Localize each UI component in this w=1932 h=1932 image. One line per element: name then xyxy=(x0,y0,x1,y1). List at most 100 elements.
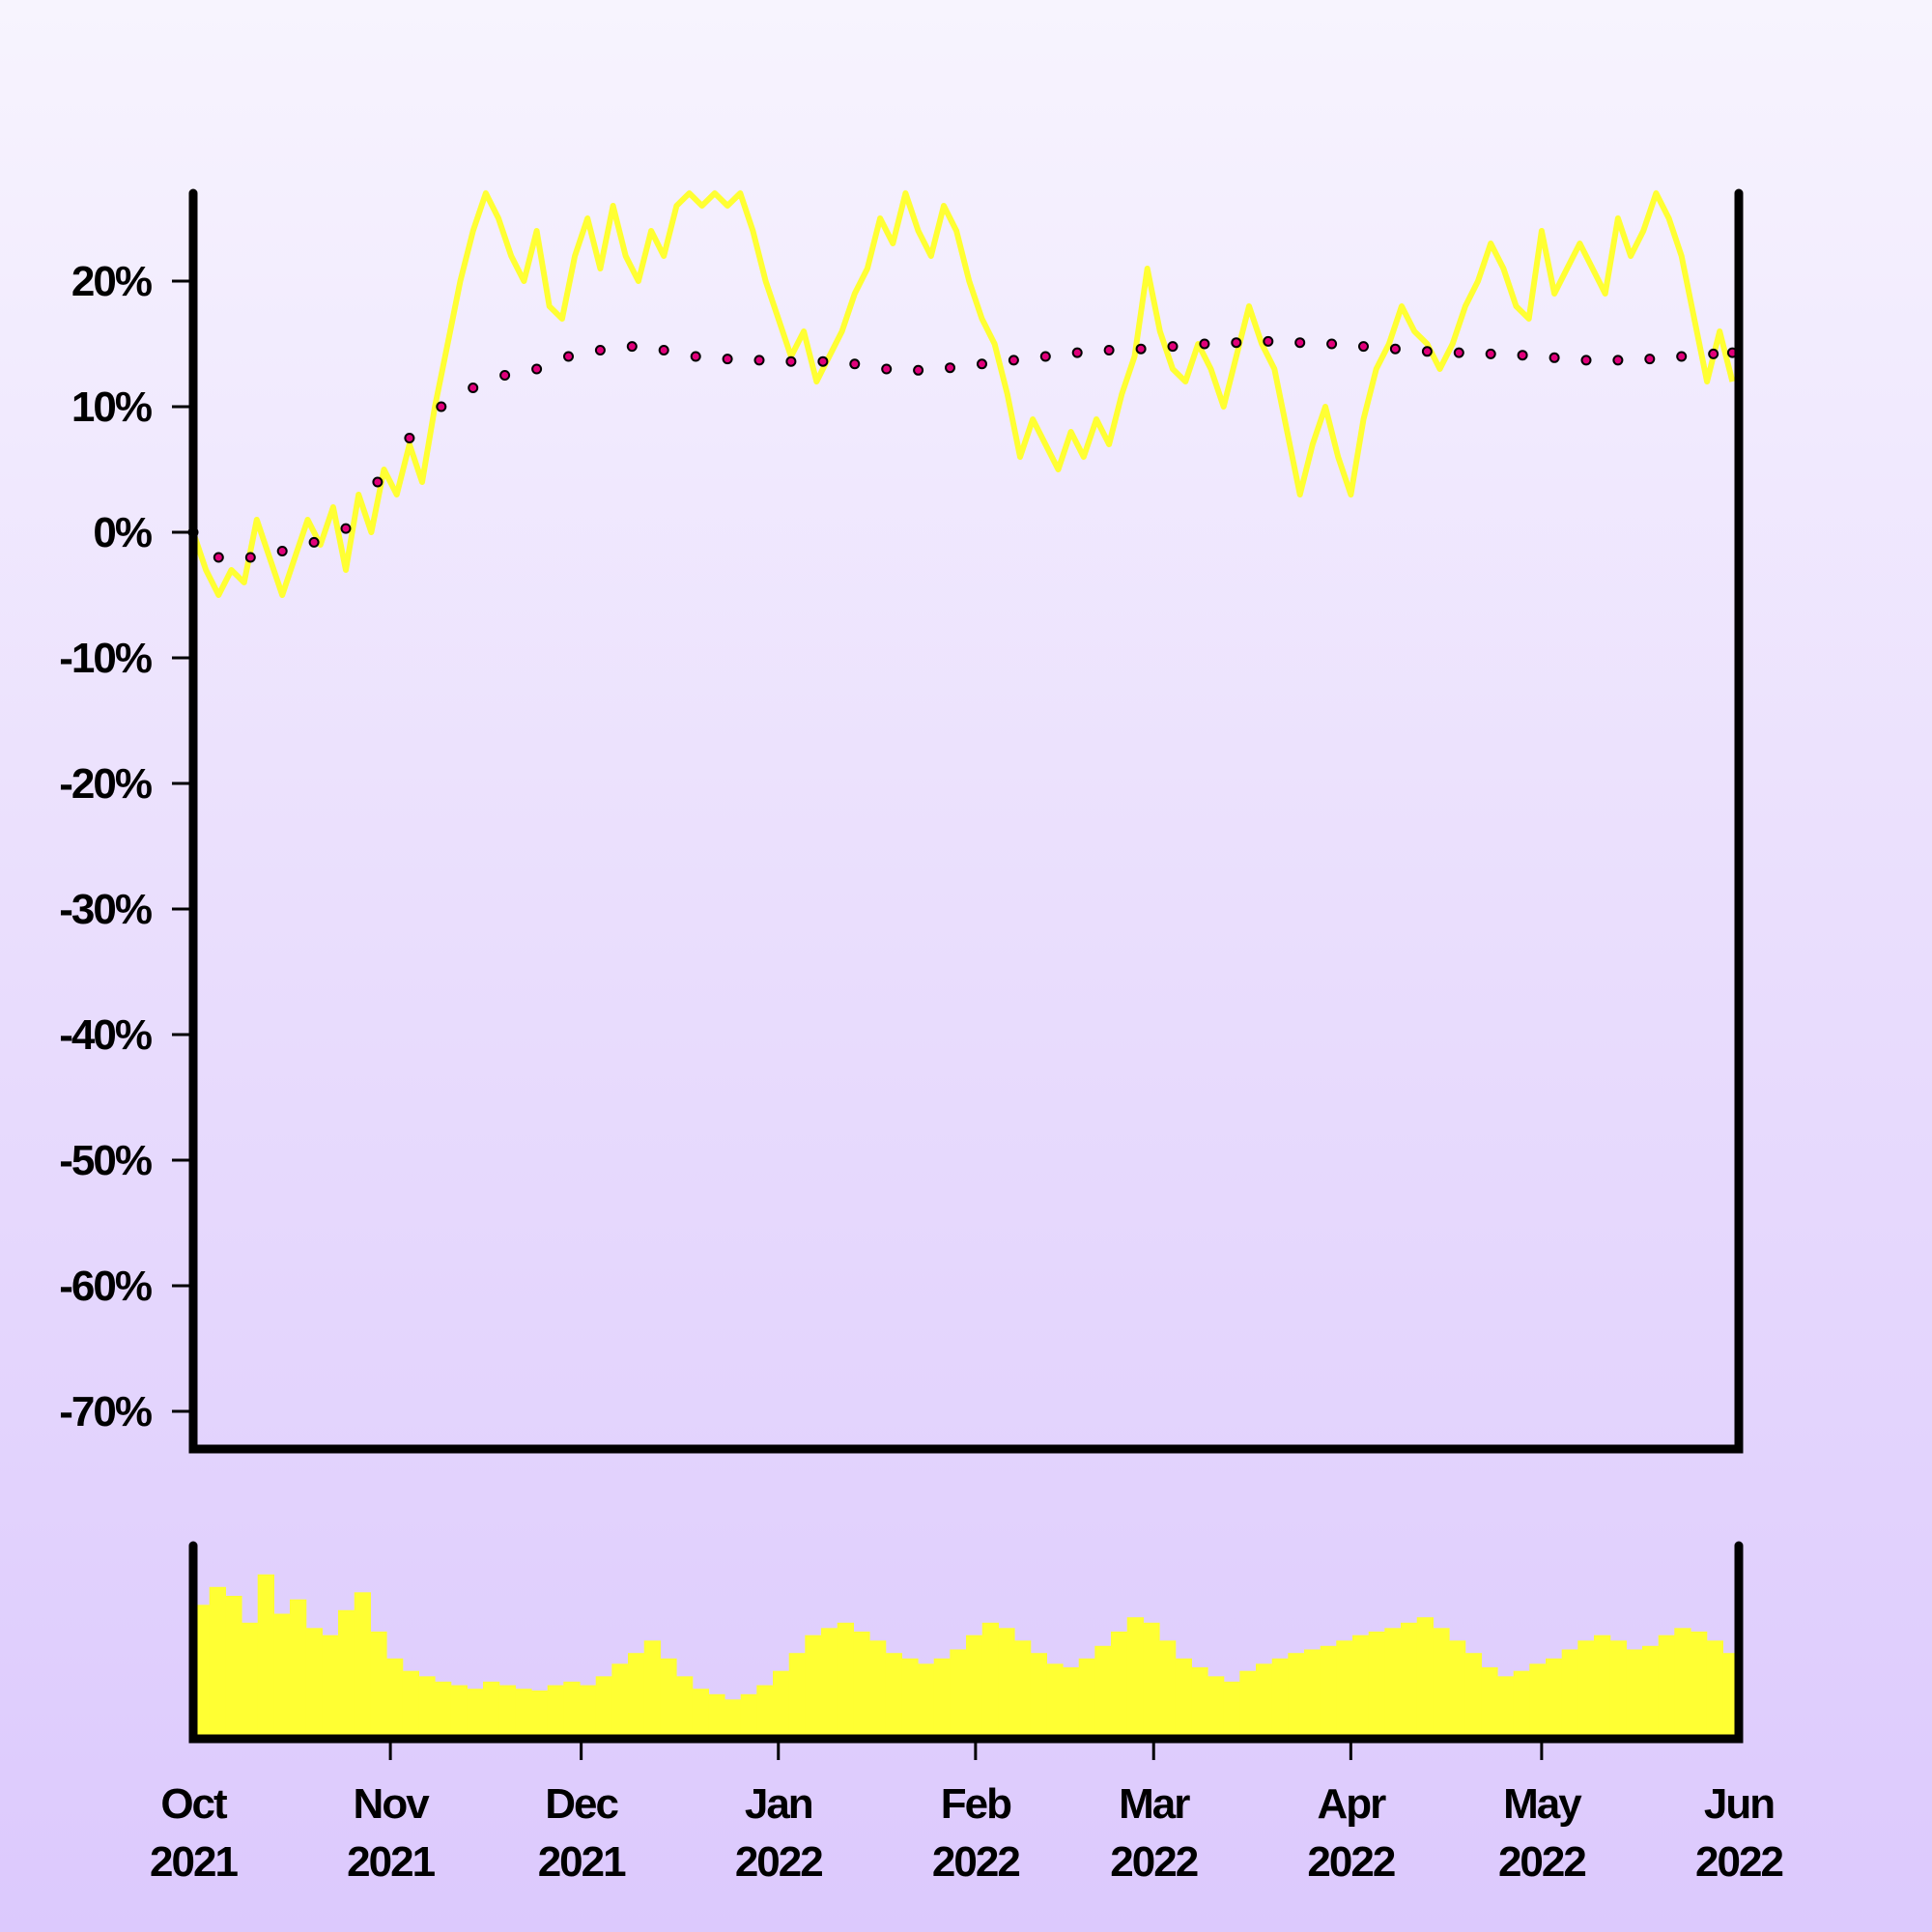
volume-bar xyxy=(257,1574,274,1739)
x-tick-year: 2021 xyxy=(538,1838,626,1886)
smoothed-point xyxy=(1231,337,1242,349)
smoothed-point xyxy=(1294,337,1306,349)
volume-bar xyxy=(595,1676,612,1740)
smoothed-point xyxy=(977,358,987,370)
volume-bar xyxy=(901,1658,919,1740)
volume-bar xyxy=(242,1622,259,1740)
volume-bar xyxy=(628,1653,645,1739)
smoothed-point xyxy=(1485,348,1496,359)
volume-bar xyxy=(354,1592,371,1739)
y-tick-label: 20% xyxy=(71,258,152,305)
volume-bar xyxy=(418,1676,436,1740)
smoothed-series xyxy=(187,335,1738,563)
volume-bar xyxy=(563,1681,581,1739)
volume-bar xyxy=(1577,1640,1595,1740)
x-tick-year: 2022 xyxy=(1307,1838,1394,1886)
y-tick-label: -10% xyxy=(59,635,152,682)
main-panel-frame xyxy=(188,188,1744,1454)
volume-bar xyxy=(966,1634,983,1739)
daily-line xyxy=(190,190,1736,598)
volume-panel-frame xyxy=(188,1541,1744,1744)
x-tick-month: Feb xyxy=(941,1780,1011,1828)
volume-bar xyxy=(1642,1645,1660,1739)
smoothed-point xyxy=(690,351,701,362)
volume-bar xyxy=(483,1681,500,1739)
volume-bar xyxy=(1208,1676,1225,1740)
volume-bar xyxy=(1481,1667,1498,1739)
volume-bar xyxy=(1449,1640,1466,1740)
x-tick-year: 2021 xyxy=(150,1838,238,1886)
volume-bar xyxy=(643,1640,661,1740)
volume-bar xyxy=(515,1689,532,1739)
volume-bar xyxy=(981,1622,999,1740)
volume-bar xyxy=(869,1640,887,1740)
volume-bar xyxy=(1529,1663,1547,1739)
volume-bar xyxy=(708,1693,725,1740)
smoothed-point xyxy=(1167,341,1179,353)
volume-bar xyxy=(1256,1663,1273,1739)
volume-bar xyxy=(788,1653,806,1739)
y-tick-label: -50% xyxy=(59,1137,152,1184)
volume-bar xyxy=(1674,1628,1691,1739)
volume-bar xyxy=(611,1663,629,1739)
smoothed-point xyxy=(1103,345,1115,355)
smoothed-point xyxy=(1676,351,1688,362)
smoothed-point xyxy=(1548,352,1560,363)
x-tick-month: May xyxy=(1503,1780,1582,1828)
y-tick-label: 10% xyxy=(71,384,152,431)
volume-bar xyxy=(998,1628,1015,1739)
volume-bar xyxy=(1336,1640,1353,1740)
volume-bar xyxy=(225,1596,242,1739)
volume-bar xyxy=(531,1690,549,1739)
smoothed-point xyxy=(849,358,861,370)
volume-bar xyxy=(1046,1663,1064,1739)
x-tick-month: Nov xyxy=(354,1780,431,1828)
volume-bar xyxy=(1175,1658,1192,1740)
smoothed-point xyxy=(276,546,288,556)
volume-bar xyxy=(1352,1634,1370,1739)
smoothed-point xyxy=(340,523,352,534)
volume-bar xyxy=(1191,1667,1208,1739)
volume-bar xyxy=(660,1658,677,1740)
volume-bar xyxy=(1111,1632,1128,1739)
y-tick-label: -20% xyxy=(59,760,152,808)
volume-axes xyxy=(188,1541,1744,1744)
smoothed-point xyxy=(1008,355,1019,366)
x-tick-year: 2022 xyxy=(1110,1838,1197,1886)
volume-bar xyxy=(386,1658,404,1740)
volume-bar xyxy=(885,1653,902,1739)
volume-bar xyxy=(805,1634,822,1739)
volume-bar xyxy=(1078,1658,1095,1740)
x-axis-ticks: Oct 2021 Nov 2021 Dec 2021 Jan 2022 Feb 2022 Mar 20… xyxy=(150,1739,1784,1886)
volume-bar xyxy=(837,1622,854,1740)
x-tick-month: Dec xyxy=(545,1780,618,1828)
volume-bar xyxy=(209,1586,226,1740)
volume-bar xyxy=(1433,1628,1450,1739)
volume-bar xyxy=(1546,1658,1563,1740)
smoothed-point xyxy=(308,536,320,548)
volume-bar xyxy=(740,1693,757,1740)
volume-bar xyxy=(1706,1640,1723,1740)
smoothed-point xyxy=(213,552,224,563)
smoothed-point xyxy=(468,383,479,393)
smoothed-point xyxy=(1199,338,1210,350)
volume-bar xyxy=(1626,1649,1643,1739)
volume-bar xyxy=(370,1632,387,1739)
volume-bar xyxy=(1320,1645,1337,1739)
smoothed-point xyxy=(1039,351,1051,362)
volume-bar xyxy=(1561,1649,1578,1739)
main-axes xyxy=(188,188,1744,1454)
smoothed-point xyxy=(626,341,638,353)
daily-series xyxy=(190,190,1736,598)
volume-bar xyxy=(580,1685,597,1739)
volume-bar xyxy=(692,1689,709,1739)
smoothed-point xyxy=(753,355,765,366)
y-tick-label: -70% xyxy=(59,1388,152,1435)
smoothed-point xyxy=(1389,343,1401,355)
volume-bar xyxy=(402,1670,419,1739)
volume-bar xyxy=(1609,1640,1627,1740)
smoothed-point xyxy=(244,552,256,563)
volume-bar xyxy=(1416,1617,1434,1739)
smoothed-point xyxy=(1644,354,1656,365)
volume-bar xyxy=(821,1628,838,1739)
